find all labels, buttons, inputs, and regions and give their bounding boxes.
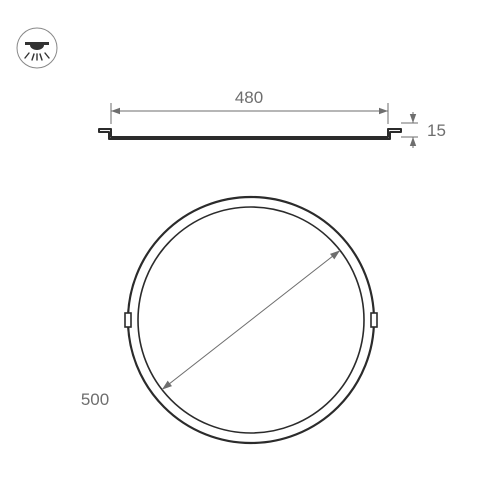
- dim-label-diameter: 500: [81, 390, 109, 409]
- dim-label-height: 15: [427, 121, 446, 140]
- technical-drawing: 480 15 500: [0, 0, 500, 500]
- mounting-clip: [371, 313, 377, 327]
- dim-label-width: 480: [235, 88, 263, 107]
- recessed-light-icon: [17, 28, 57, 68]
- mounting-clip: [125, 313, 131, 327]
